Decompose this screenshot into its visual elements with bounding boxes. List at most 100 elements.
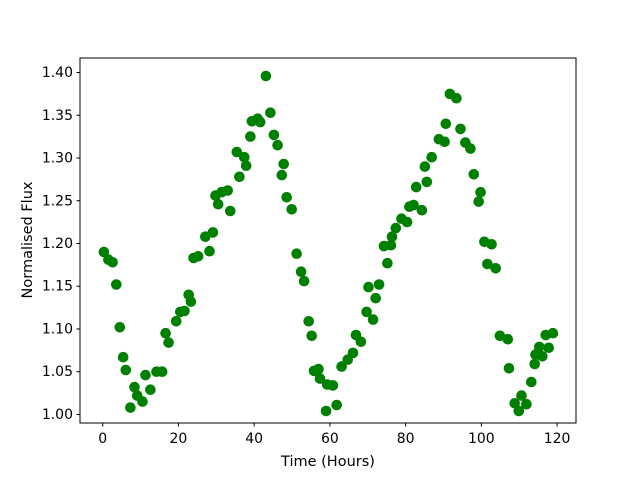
data-point: [465, 143, 476, 154]
data-point: [421, 176, 433, 188]
data-point: [455, 123, 466, 135]
data-point: [382, 257, 393, 269]
data-point: [410, 181, 422, 193]
y-tick-label: 1.25: [42, 193, 73, 209]
x-tick-label: 40: [245, 431, 263, 447]
data-point: [482, 258, 493, 270]
data-point: [204, 245, 215, 257]
y-tick-label: 1.10: [42, 321, 73, 337]
data-point: [192, 250, 204, 262]
data-point: [98, 246, 110, 258]
data-point: [234, 171, 245, 183]
data-point: [286, 204, 298, 215]
data-point: [336, 361, 347, 372]
y-tick-label: 1.35: [42, 108, 73, 124]
x-tick-label: 100: [468, 431, 495, 447]
data-point: [222, 185, 233, 196]
data-point: [363, 281, 374, 293]
y-tick-label: 1.20: [42, 236, 73, 252]
data-point: [547, 327, 559, 339]
data-point: [513, 405, 525, 417]
plot-frame: [79, 57, 577, 424]
data-point: [276, 169, 288, 181]
x-axis-title: Time (Hours): [280, 454, 375, 470]
data-point: [320, 405, 332, 417]
data-point: [439, 136, 450, 148]
data-point: [313, 363, 324, 375]
data-point: [401, 216, 413, 228]
y-tick-label: 1.05: [42, 364, 73, 380]
data-point: [117, 351, 129, 363]
data-point: [361, 306, 372, 318]
data-point: [278, 158, 290, 170]
data-point: [526, 376, 537, 388]
data-point: [298, 275, 310, 287]
x-tick-label: 120: [544, 431, 571, 447]
data-point: [473, 196, 485, 207]
data-point: [114, 322, 126, 333]
data-point: [240, 160, 252, 171]
data-point: [125, 402, 136, 413]
data-point: [373, 279, 385, 290]
x-tick-label: 80: [397, 431, 415, 447]
data-point: [408, 199, 419, 211]
data-point: [367, 314, 379, 325]
data-point: [331, 399, 343, 411]
y-axis-title: Normalised Flux: [20, 181, 36, 298]
data-point: [260, 70, 272, 82]
data-point: [231, 146, 243, 158]
data-point: [207, 227, 219, 238]
data-point: [120, 364, 132, 376]
x-tick-label: 0: [98, 431, 107, 447]
data-point: [111, 279, 122, 290]
data-point: [291, 248, 302, 259]
data-point: [494, 330, 506, 342]
data-point: [129, 381, 140, 393]
data-point: [281, 192, 293, 203]
data-point: [370, 292, 382, 304]
y-tick-label: 1.00: [42, 407, 73, 423]
data-point: [327, 380, 339, 391]
data-point: [440, 118, 452, 130]
data-point: [416, 204, 428, 216]
data-point: [386, 231, 398, 242]
data-point: [426, 151, 438, 163]
data-point: [390, 222, 402, 234]
data-point: [265, 107, 276, 118]
data-point: [303, 316, 315, 327]
data-point: [268, 129, 280, 141]
data-point: [245, 131, 256, 142]
data-point: [475, 186, 486, 198]
data-point: [486, 239, 497, 250]
data-point: [502, 333, 514, 345]
data-point: [521, 398, 532, 410]
data-point: [355, 336, 367, 348]
data-point: [451, 92, 462, 104]
data-point: [225, 205, 236, 217]
data-point: [468, 169, 480, 180]
data-point: [179, 305, 190, 317]
data-point: [272, 139, 283, 151]
data-point: [529, 358, 540, 370]
data-point: [543, 342, 554, 354]
y-tick-label: 1.15: [42, 279, 73, 295]
data-point: [419, 161, 431, 172]
x-tick-label: 60: [321, 431, 339, 447]
data-point: [254, 116, 266, 128]
data-point: [347, 347, 359, 359]
data-point: [385, 239, 397, 251]
data-point: [306, 330, 318, 342]
data-point: [145, 384, 156, 396]
y-tick-label: 1.30: [42, 151, 73, 167]
data-point: [537, 351, 548, 362]
data-point: [314, 373, 326, 384]
data-point: [490, 263, 502, 274]
data-point: [137, 396, 148, 407]
y-tick-label: 1.40: [42, 65, 73, 81]
data-point: [212, 198, 224, 210]
data-point: [516, 390, 527, 401]
data-point: [503, 363, 515, 374]
data-point: [170, 316, 182, 327]
